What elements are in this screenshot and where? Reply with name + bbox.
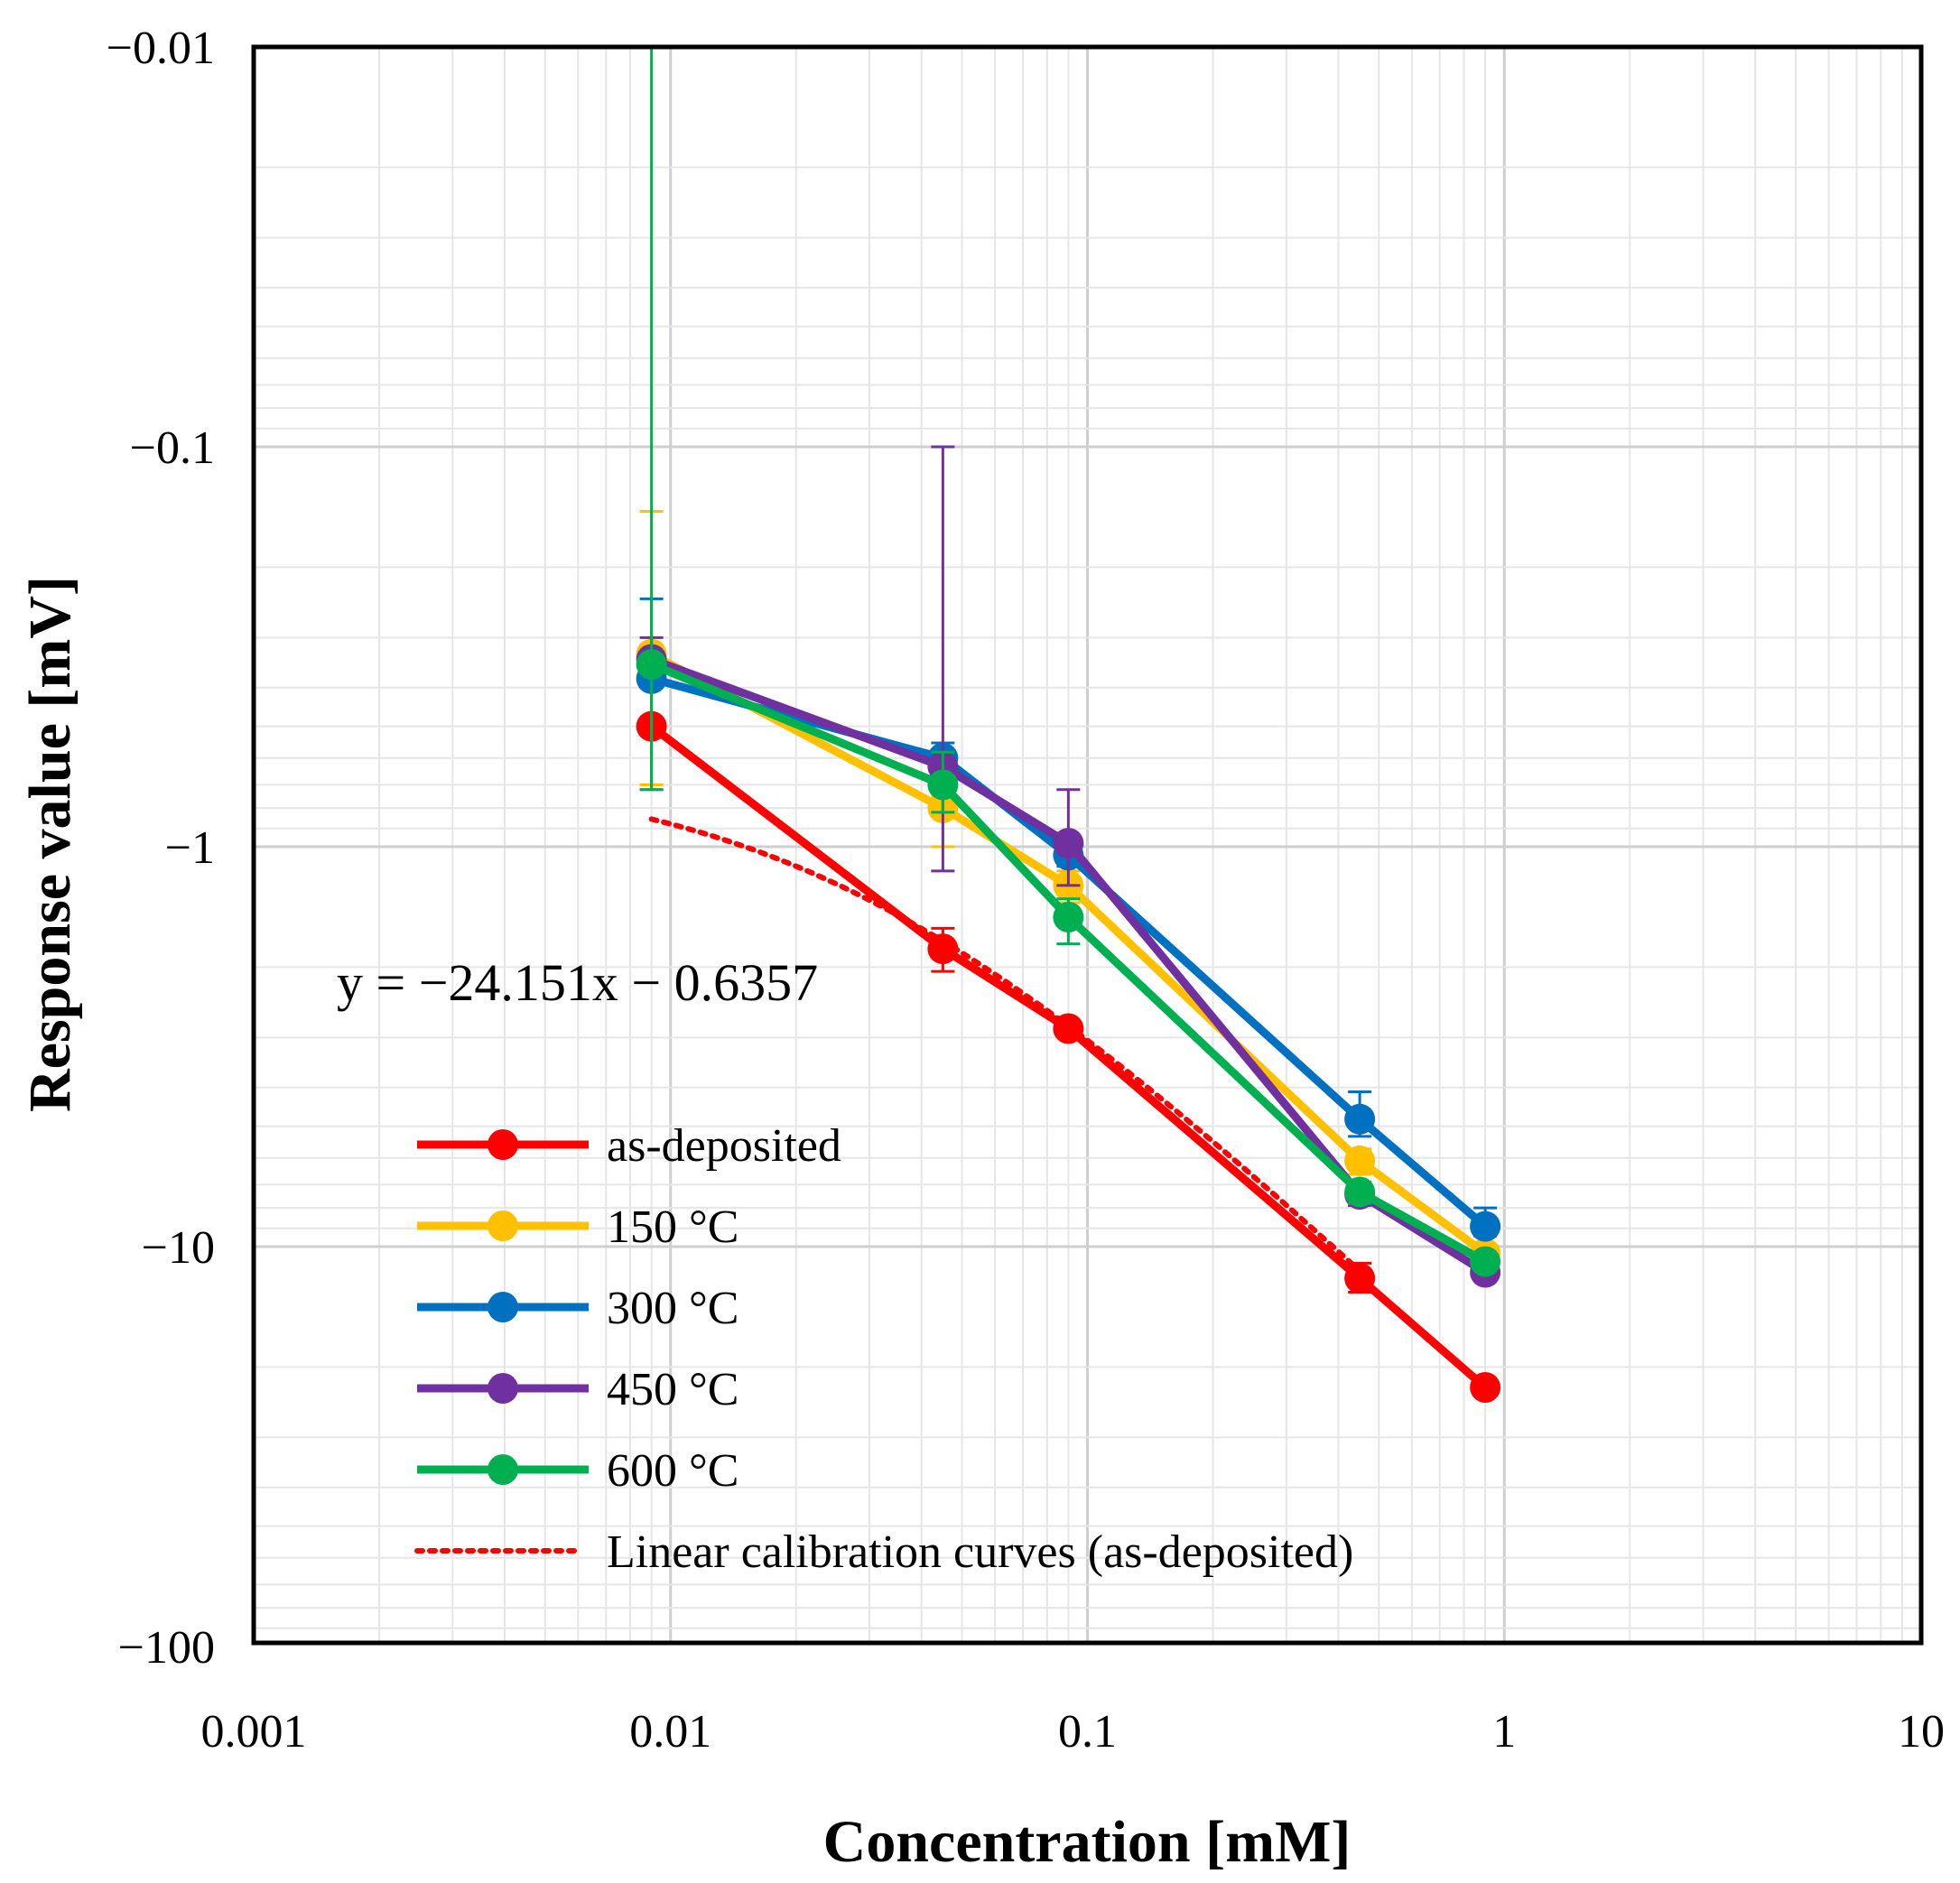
- legend-marker: [488, 1373, 518, 1404]
- y-tick-label: −0.1: [130, 422, 215, 474]
- legend-label: Linear calibration curves (as-deposited): [607, 1526, 1353, 1578]
- y-tick-label: −1: [165, 822, 215, 874]
- x-tick-label: 0.001: [201, 1706, 307, 1758]
- data-point: [1470, 1372, 1501, 1404]
- data-point: [1470, 1246, 1501, 1277]
- y-axis-tick-labels: −0.01 −0.1 −1 −10 −100: [107, 23, 215, 1674]
- x-tick-label: 0.01: [629, 1706, 711, 1758]
- data-point: [1470, 1210, 1501, 1242]
- data-point: [927, 933, 959, 965]
- legend-marker: [488, 1292, 518, 1322]
- data-point: [927, 769, 959, 801]
- data-point: [1053, 902, 1084, 933]
- calibration-curve: [648, 816, 1363, 1274]
- x-axis-title: Concentration [mM]: [823, 1809, 1352, 1875]
- legend-label: 450 °C: [607, 1364, 738, 1415]
- legend-label: as-deposited: [607, 1120, 841, 1172]
- series-4: [636, 45, 1501, 1277]
- data-point: [1053, 828, 1084, 859]
- plot-frame: [251, 44, 1924, 1646]
- y-tick-label: −10: [142, 1222, 215, 1274]
- calibration-equation: y = −24.151x − 0.6357: [337, 953, 818, 1012]
- x-tick-label: 0.1: [1058, 1706, 1117, 1758]
- legend-marker: [488, 1454, 518, 1485]
- x-axis-tick-labels: 0.001 0.01 0.1 1 10: [201, 1706, 1946, 1758]
- data-point: [636, 649, 667, 681]
- calibration-curve-layer: [648, 816, 1363, 1274]
- y-tick-label: −100: [118, 1622, 215, 1674]
- legend-label: 150 °C: [607, 1201, 738, 1253]
- series-layer: [636, 45, 1501, 1404]
- x-tick-label: 10: [1898, 1706, 1945, 1758]
- data-point: [1053, 1013, 1084, 1044]
- legend: as-deposited 150 °C 300 °C 450 °C 600 °C Line…: [414, 1120, 1353, 1578]
- legend-marker: [488, 1210, 518, 1241]
- y-tick-label: −0.01: [107, 23, 215, 74]
- data-point: [1344, 1176, 1376, 1208]
- legend-label: 300 °C: [607, 1283, 738, 1334]
- data-point: [1344, 1103, 1376, 1135]
- x-tick-label: 1: [1492, 1706, 1516, 1758]
- y-axis-title: Response value [mV]: [17, 576, 83, 1112]
- series-0: [636, 710, 1501, 1404]
- legend-marker: [488, 1129, 518, 1160]
- legend-label: 600 °C: [607, 1445, 738, 1497]
- data-point: [1344, 1263, 1376, 1294]
- data-point: [1344, 1145, 1376, 1176]
